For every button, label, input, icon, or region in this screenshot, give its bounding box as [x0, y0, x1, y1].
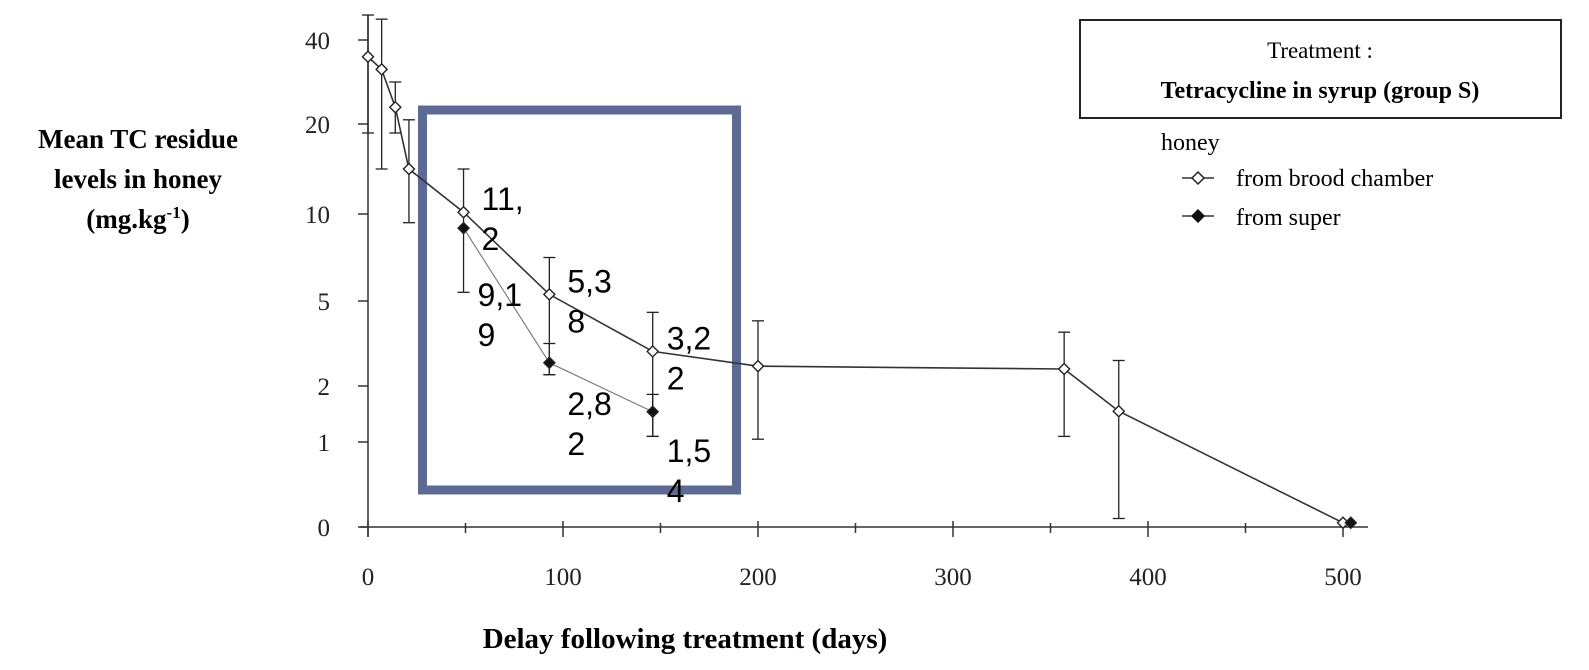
- x-tick-label: 100: [544, 564, 582, 591]
- y-axis-label-line1: Mean TC residue: [38, 124, 238, 154]
- data-point-brood-chamber: [375, 62, 389, 76]
- data-point-super: [646, 405, 660, 419]
- legend-box: [1079, 19, 1562, 119]
- data-point-brood-chamber: [457, 205, 471, 219]
- annotation-label: 9: [478, 317, 496, 353]
- data-point-brood-chamber: [388, 100, 402, 114]
- x-axis-label: Delay following treatment (days): [483, 623, 888, 655]
- annotation-label: 2: [567, 426, 585, 462]
- annotations: 11, 2 9,1 9 5,3 8 2,8 2 3,2 2 1,5 4: [478, 181, 712, 509]
- legend-entry-brood: from brood chamber: [1182, 166, 1433, 192]
- annotation-label: 4: [667, 473, 685, 509]
- x-tick-label: 400: [1129, 564, 1167, 591]
- data-point-brood-chamber: [1112, 404, 1126, 418]
- data-point-super: [1344, 516, 1358, 530]
- y-tick-label: 20: [305, 112, 330, 139]
- legend-entry-super: from super: [1182, 205, 1341, 231]
- y-tick-label: 0: [318, 515, 331, 542]
- annotation-label: 2,8: [567, 386, 611, 422]
- highlight-box-layer: [418, 105, 741, 495]
- legend-label-super: from super: [1236, 205, 1341, 231]
- highlight-box: [418, 105, 741, 495]
- data-point-super: [457, 221, 471, 235]
- data-point-brood-chamber: [751, 359, 765, 373]
- data-point-brood-chamber: [542, 287, 556, 301]
- data-point-brood-chamber: [402, 162, 416, 176]
- data-point-super: [542, 356, 556, 370]
- y-tick-label: 10: [305, 202, 330, 229]
- y-axis-label-line3: (mg.kg-1): [86, 203, 189, 234]
- annotation-label: 2: [667, 360, 685, 396]
- legend-box-title: Treatment :: [1267, 38, 1373, 63]
- legend-label-brood: from brood chamber: [1236, 166, 1433, 192]
- y-axis-label-exponent: -1: [167, 203, 181, 222]
- legend-marker-filled-diamond: [1190, 208, 1206, 224]
- x-tick-label: 300: [934, 564, 972, 591]
- y-axis-label-close: ): [181, 204, 190, 234]
- annotation-label: 3,2: [667, 320, 711, 356]
- legend-group-label: honey: [1161, 130, 1220, 156]
- annotation-label: 1,5: [667, 433, 711, 469]
- y-tick-label: 1: [318, 430, 331, 457]
- y-axis-label-line2: levels in honey: [54, 164, 223, 194]
- x-tick-label: 0: [362, 564, 375, 591]
- y-tick-label: 5: [318, 289, 331, 316]
- error-bars: [362, 14, 1125, 520]
- legend-marker-open-diamond: [1190, 170, 1206, 186]
- y-tick-label: 2: [318, 374, 331, 401]
- annotation-label: 5,3: [567, 263, 611, 299]
- legend-box-subtitle: Tetracycline in syrup (group S): [1161, 78, 1480, 104]
- y-tick-label: 40: [305, 28, 330, 55]
- annotation-label: 2: [482, 221, 500, 257]
- annotation-label: 11,: [482, 181, 524, 217]
- data-point-brood-chamber: [646, 344, 660, 358]
- annotation-label: 9,1: [478, 277, 522, 313]
- x-tick-label: 500: [1324, 564, 1362, 591]
- data-point-brood-chamber: [1057, 362, 1071, 376]
- data-points: [361, 50, 1358, 530]
- annotation-label: 8: [567, 303, 585, 339]
- y-axis-label-unit: (mg.kg: [86, 204, 167, 234]
- x-tick-label: 200: [739, 564, 777, 591]
- data-point-brood-chamber: [361, 50, 375, 64]
